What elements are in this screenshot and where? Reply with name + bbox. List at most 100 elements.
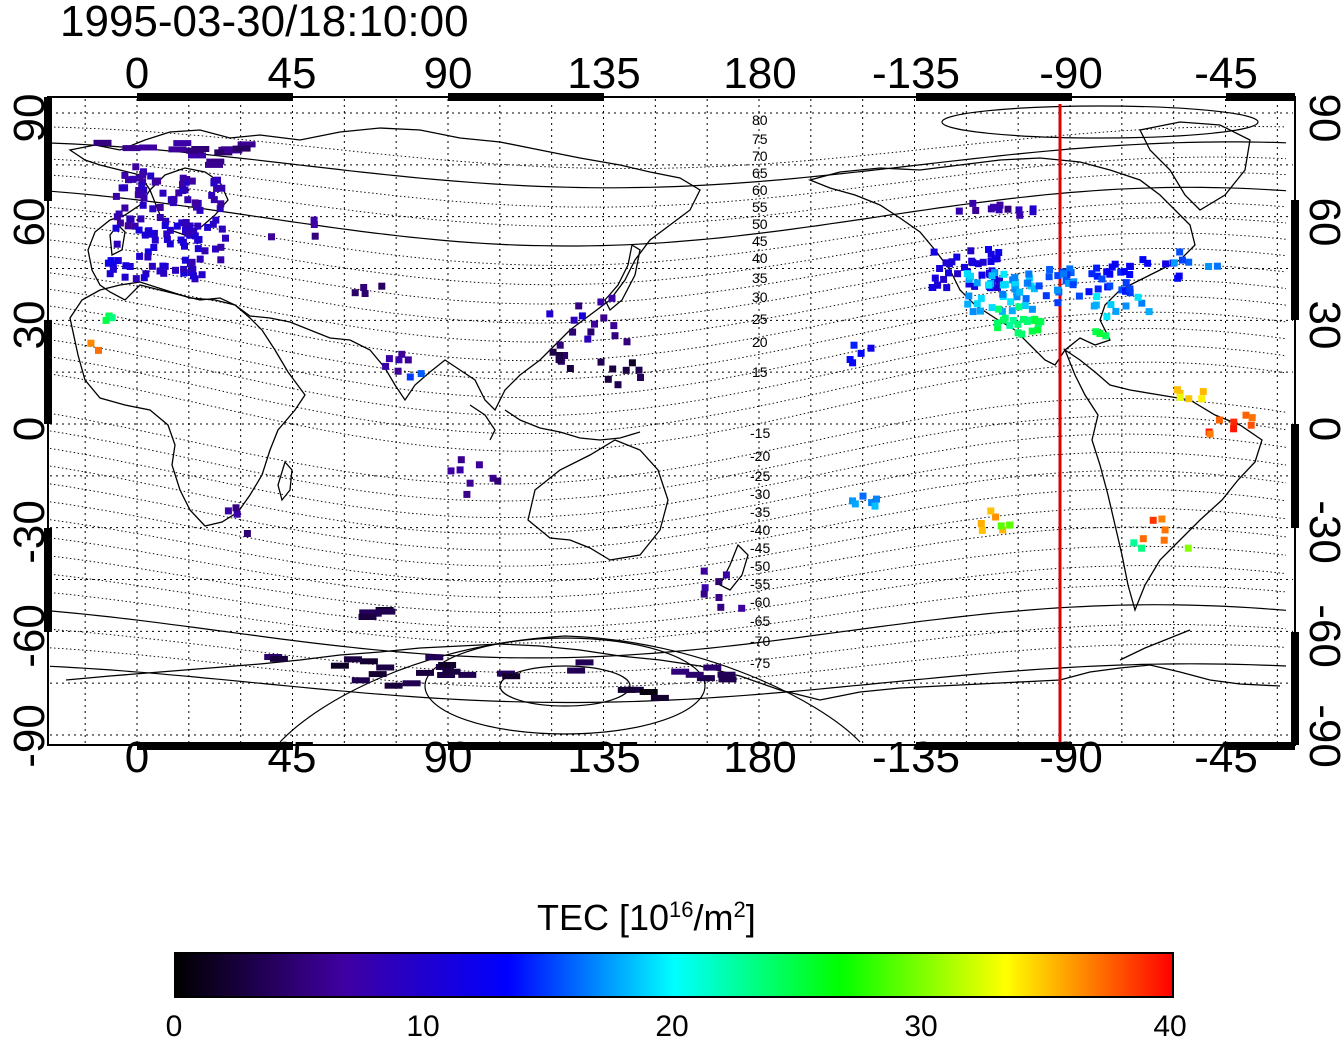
- tec-point: [851, 500, 859, 508]
- tec-point: [1176, 393, 1184, 401]
- tec-point: [1103, 268, 1111, 276]
- tec-point: [584, 335, 592, 343]
- tec-point: [992, 513, 1000, 521]
- tec-point: [628, 359, 636, 367]
- tec-point: [1054, 299, 1062, 307]
- tec-point: [179, 174, 187, 182]
- colorbar-title: TEC [1016/m2]: [537, 897, 756, 938]
- mlat-label: 35: [752, 270, 768, 286]
- tec-point: [384, 682, 403, 689]
- tec-point: [126, 215, 134, 223]
- mlat-label: 30: [752, 289, 768, 305]
- tec-point: [201, 247, 209, 255]
- tec-point: [715, 578, 723, 586]
- tec-point: [940, 275, 948, 283]
- tec-point: [996, 277, 1003, 285]
- tec-point: [457, 456, 465, 464]
- tec-point: [1122, 302, 1130, 310]
- tec-point: [122, 262, 130, 270]
- tec-point: [611, 332, 619, 340]
- tec-point: [987, 258, 995, 265]
- tec-point: [988, 272, 996, 280]
- tec-point: [1014, 329, 1022, 337]
- tec-point: [156, 214, 164, 221]
- mlat-label: 70: [752, 148, 768, 164]
- tec-point: [1120, 268, 1128, 276]
- mlat-label: -75: [750, 655, 770, 671]
- tec-point: [179, 180, 186, 188]
- mlat-label: -35: [750, 504, 770, 520]
- tec-point: [1122, 279, 1130, 287]
- tec-point: [360, 284, 368, 291]
- tec-point: [993, 319, 1001, 327]
- tec-point: [995, 305, 1002, 313]
- tec-point: [182, 220, 190, 228]
- tec-point: [873, 495, 880, 503]
- colorbar-tick-0: 0: [165, 1010, 183, 1043]
- tec-point: [210, 196, 218, 204]
- tec-point: [1006, 521, 1014, 529]
- tec-point: [351, 677, 370, 684]
- tec-point: [1230, 425, 1238, 433]
- tec-point: [978, 271, 986, 279]
- tec-point: [1034, 326, 1042, 334]
- tec-point: [1138, 299, 1146, 307]
- tec-point: [1173, 386, 1181, 394]
- tec-point: [987, 250, 995, 258]
- tec-point: [1045, 273, 1053, 281]
- tec-point: [546, 310, 554, 318]
- tec-point: [166, 226, 174, 234]
- tec-point: [953, 253, 961, 261]
- tec-point: [112, 192, 120, 200]
- mlat-label: -25: [750, 468, 770, 484]
- tec-point: [212, 216, 220, 224]
- tec-point: [147, 172, 155, 180]
- tec-point: [566, 365, 574, 372]
- tec-point: [961, 263, 968, 271]
- tec-point: [140, 186, 148, 194]
- tec-point: [311, 232, 319, 240]
- tec-point: [269, 655, 288, 662]
- tec-point: [969, 308, 977, 316]
- tec-point: [1029, 205, 1037, 213]
- tec-point: [972, 207, 980, 214]
- tec-point: [1248, 414, 1256, 422]
- tec-point: [180, 265, 188, 273]
- tec-point: [456, 466, 464, 474]
- tec-point: [979, 258, 987, 266]
- tec-point: [1206, 430, 1214, 438]
- tec-point: [208, 191, 216, 199]
- tec-point: [268, 233, 275, 241]
- top-lon-tick-0: 0: [124, 49, 150, 98]
- tec-point: [113, 240, 121, 248]
- tec-point: [650, 694, 669, 701]
- tec-point: [1066, 265, 1074, 273]
- mlat-label: 40: [752, 250, 768, 266]
- tec-point: [1130, 539, 1138, 547]
- axis-frame: [44, 93, 1299, 750]
- tec-point: [376, 664, 395, 671]
- tec-point: [994, 284, 1001, 292]
- tec-point: [188, 258, 196, 266]
- tec-point: [1024, 316, 1032, 324]
- tec-point: [608, 294, 616, 302]
- tec-point: [1067, 269, 1075, 277]
- tec-point: [385, 355, 393, 363]
- tec-point: [136, 252, 144, 260]
- tec-point: [1001, 280, 1009, 288]
- tec-point: [1015, 303, 1023, 311]
- tec-point: [995, 249, 1003, 256]
- mlat-label: 75: [752, 131, 768, 147]
- tec-point: [126, 263, 134, 270]
- graticule-grid: [50, 99, 1293, 743]
- tec-point: [973, 279, 981, 287]
- timestamp-title: 1995-03-30/18:10:00: [60, 0, 469, 46]
- tec-point: [185, 147, 204, 154]
- tec-point: [622, 366, 630, 374]
- tec-point: [188, 177, 196, 185]
- tec-point: [458, 671, 477, 678]
- colorbar-tick-10: 10: [406, 1010, 440, 1043]
- tec-point: [310, 221, 318, 228]
- tec-point: [549, 348, 557, 356]
- tec-point: [139, 178, 147, 186]
